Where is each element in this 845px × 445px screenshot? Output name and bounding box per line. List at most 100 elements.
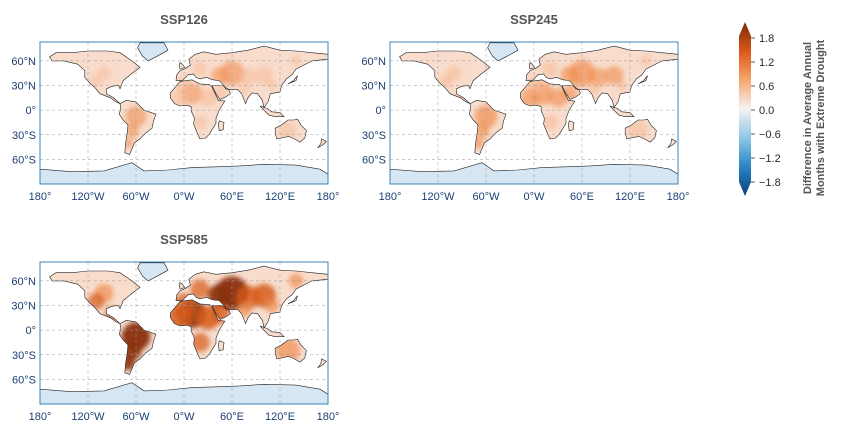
coastline-greenland <box>137 262 169 282</box>
colorbar-label-line2: Months with Extreme Drought <box>815 39 827 196</box>
hotspot <box>542 114 558 131</box>
land-antarctica <box>40 382 328 404</box>
land-antarctica <box>390 162 678 184</box>
coastline-north-america <box>49 270 141 324</box>
coastline-greenland <box>487 42 519 62</box>
y-tick-label: 60°S <box>362 154 386 166</box>
coastline-arabia <box>211 305 231 320</box>
hotspot <box>193 62 207 77</box>
land-new-zealand <box>667 138 677 148</box>
panel-title-ssp245: SSP245 <box>510 12 558 27</box>
y-tick-label: 30°N <box>361 81 386 93</box>
coastline-new-zealand <box>317 138 327 149</box>
y-tick-label: 0° <box>25 325 36 337</box>
y-tick-label: 30°S <box>12 350 36 362</box>
hotspot <box>125 123 139 138</box>
coastline-australia <box>624 118 657 143</box>
x-tick-label: 60°E <box>220 411 244 423</box>
coastline-europe-asia <box>175 265 329 329</box>
land-madagascar <box>218 340 224 351</box>
y-tick-label: 60°N <box>11 56 36 68</box>
y-tick-label: 0° <box>375 105 386 117</box>
land-japan <box>288 75 298 84</box>
coastline-australia <box>274 338 307 363</box>
x-tick-label: 60°E <box>570 191 594 203</box>
x-tick-label: 60°W <box>122 191 150 203</box>
coastline-indonesia <box>609 105 635 117</box>
colorbar-tick-label: −0.6 <box>759 129 781 141</box>
hotspot <box>588 67 608 87</box>
panel-title-ssp585: SSP585 <box>160 232 208 247</box>
coastline-north-america <box>399 50 491 104</box>
hotspot <box>89 75 103 88</box>
x-tick-label: 180° <box>29 411 52 423</box>
hotspot <box>439 74 453 89</box>
y-tick-label: 0° <box>25 105 36 117</box>
hotspot <box>616 79 628 92</box>
land-new-zealand <box>317 138 327 148</box>
coastline-japan <box>637 75 648 85</box>
land-new-zealand <box>317 358 327 368</box>
coastline-madagascar <box>218 120 225 131</box>
coastline-arabia <box>561 85 581 100</box>
x-tick-label: 0°W <box>524 191 546 203</box>
colorbar: 1.8 1.2 0.6 0.0 −0.6 −1.2 −1.8 Difference in A… <box>739 22 827 196</box>
hotspot <box>628 121 648 141</box>
land-japan <box>288 295 298 304</box>
x-tick-label: 120°E <box>615 191 645 203</box>
y-tick-label: 30°S <box>362 130 386 142</box>
hotspot <box>199 89 217 107</box>
x-tick-label: 120°W <box>71 411 105 423</box>
x-tick-label: 120°E <box>265 191 295 203</box>
x-tick-label: 60°W <box>472 191 500 203</box>
coastline-africa <box>170 299 226 360</box>
coastline-arabia <box>211 85 231 100</box>
colorbar-tick-label: 1.8 <box>759 33 774 45</box>
x-tick-label: 180° <box>667 191 690 203</box>
map-panel-ssp585: 180° 120°W 60°W 0°W 60°E 120°E 180° 60°N 30°N 0° 3… <box>11 261 340 423</box>
colorbar-tick-label: 0.0 <box>759 105 774 117</box>
hotspot <box>255 66 273 85</box>
hotspot <box>542 61 558 77</box>
land-greenland <box>487 42 518 61</box>
x-tick-label: 180° <box>379 191 402 203</box>
y-tick-label: 30°S <box>12 130 36 142</box>
x-tick-label: 180° <box>317 411 340 423</box>
land-antarctica <box>40 162 328 184</box>
coastline-japan <box>287 75 298 85</box>
hotspot <box>193 115 207 130</box>
y-tick-label: 30°N <box>11 81 36 93</box>
x-tick-label: 60°E <box>220 191 244 203</box>
coastline-madagascar <box>218 340 225 351</box>
hotspot <box>190 279 210 299</box>
x-tick-label: 120°W <box>71 191 105 203</box>
hotspot <box>640 55 652 67</box>
land-greenland <box>137 42 168 61</box>
coastline-madagascar <box>568 120 575 131</box>
coastline-north-america <box>49 50 141 104</box>
colorbar-label-line1: Difference in Average Annual <box>802 42 814 194</box>
x-tick-label: 120°E <box>265 411 295 423</box>
coastline-australia <box>274 118 307 143</box>
coastline-south-america <box>118 99 157 155</box>
y-tick-label: 60°N <box>361 56 386 68</box>
map-frame <box>389 41 679 185</box>
hotspot <box>290 55 302 67</box>
land-madagascar <box>568 120 574 131</box>
coastline-europe-asia <box>525 45 679 109</box>
hotspot <box>264 298 280 313</box>
coastline-africa <box>520 79 576 140</box>
land-uk <box>179 282 185 290</box>
hotspot <box>279 121 297 140</box>
hotspot <box>213 86 227 101</box>
coastline-new-zealand <box>317 358 327 369</box>
colorbar-tick-label: 1.2 <box>759 57 774 69</box>
map-panel-ssp126: 180° 120°W 60°W 0°W 60°E 120°E 180° 60°N 30°N 0° 3… <box>11 41 339 203</box>
coastline-indonesia <box>259 105 285 117</box>
hotspot <box>604 66 624 86</box>
colorbar-bar <box>739 22 751 196</box>
y-tick-label: 60°N <box>11 276 36 288</box>
x-tick-label: 180° <box>29 191 52 203</box>
coastline-south-america <box>118 319 157 375</box>
land-madagascar <box>218 120 224 131</box>
